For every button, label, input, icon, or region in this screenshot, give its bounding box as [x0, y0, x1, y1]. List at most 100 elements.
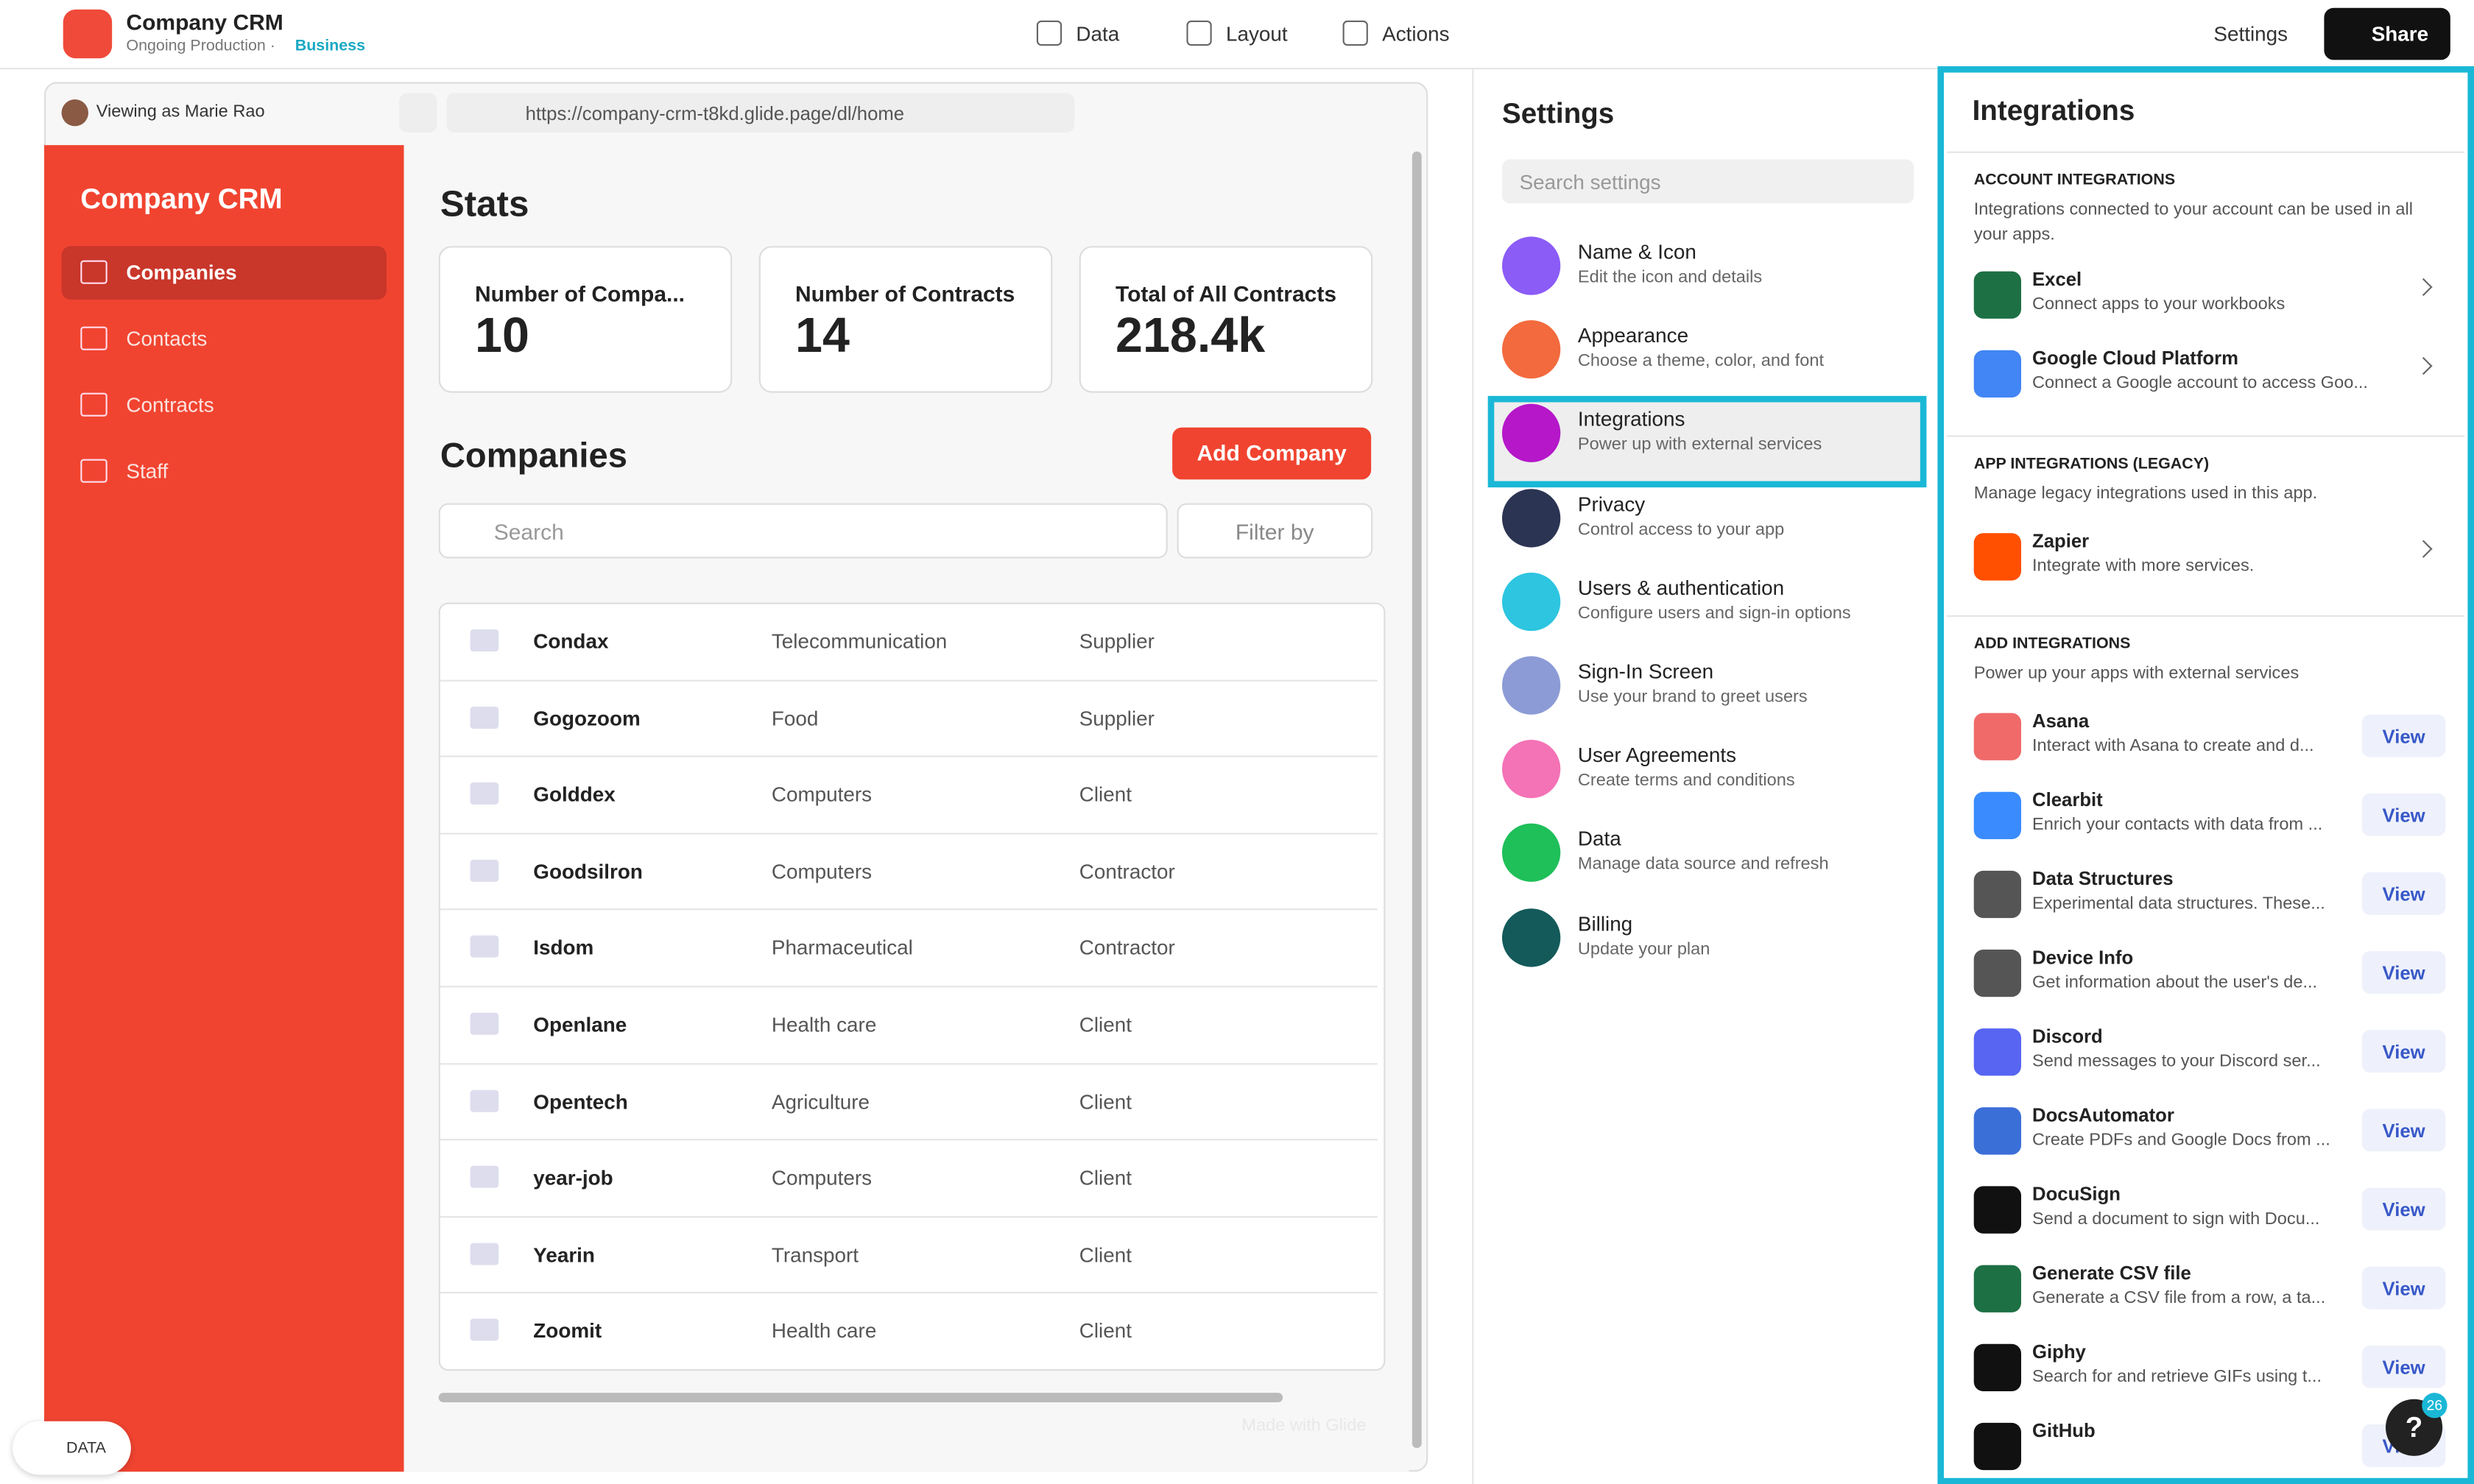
sidebar-icon	[80, 326, 108, 350]
nav-item[interactable]: Data	[1076, 22, 1120, 46]
company-logo	[470, 629, 499, 651]
integration-name[interactable]: Excel	[2032, 268, 2082, 291]
settings-item-desc: Use your brand to greet users	[1577, 688, 1808, 707]
add-company-button[interactable]: Add Company	[1172, 427, 1372, 480]
company-name[interactable]: Openlane	[533, 1012, 627, 1036]
row-divider	[440, 986, 1378, 988]
integration-desc: Search for and retrieve GIFs using t...	[2032, 1367, 2322, 1387]
company-logo	[470, 1012, 499, 1035]
top-bar	[0, 0, 2474, 70]
sidebar-item[interactable]: Contacts	[126, 326, 208, 350]
nav-icon	[1342, 20, 1368, 46]
company-name[interactable]: Gogozoom	[533, 706, 641, 730]
company-name[interactable]: Condax	[533, 629, 609, 654]
view-button[interactable]: View	[2361, 714, 2446, 757]
sidebar-item[interactable]: Companies	[126, 260, 237, 284]
settings-title: Settings	[1501, 97, 1615, 130]
company-name[interactable]: Yearin	[533, 1243, 595, 1267]
company-logo	[470, 1319, 499, 1342]
view-button[interactable]: View	[2361, 793, 2446, 836]
section-divider	[1947, 615, 2465, 617]
integration-name[interactable]: Clearbit	[2032, 788, 2103, 811]
integration-name[interactable]: GitHub	[2032, 1419, 2096, 1442]
integration-icon	[1973, 350, 2021, 398]
company-type: Client	[1079, 1089, 1132, 1113]
company-industry: Transport	[771, 1243, 859, 1267]
settings-item-title[interactable]: Sign-In Screen	[1577, 659, 1714, 683]
row-divider	[440, 1215, 1378, 1218]
company-name[interactable]: Golddex	[533, 782, 616, 807]
view-button[interactable]: View	[2361, 1266, 2446, 1310]
settings-button[interactable]: Settings	[2213, 22, 2288, 46]
integration-desc: Experimental data structures. These...	[2032, 894, 2325, 914]
company-industry: Computers	[771, 1165, 873, 1190]
settings-item-title[interactable]: Users & authentication	[1577, 575, 1785, 599]
company-name[interactable]: Opentech	[533, 1089, 628, 1113]
settings-item-title[interactable]: Name & Icon	[1577, 239, 1696, 264]
integration-name[interactable]: Discord	[2032, 1025, 2103, 1047]
settings-item-title[interactable]: Privacy	[1577, 491, 1646, 515]
integration-desc: Connect a Google account to access Goo..…	[2032, 373, 2368, 393]
integration-icon	[1973, 950, 2021, 997]
share-button[interactable]: Share	[2324, 7, 2450, 60]
view-button[interactable]: View	[2361, 1345, 2446, 1388]
integration-name[interactable]: Data Structures	[2032, 867, 2174, 890]
integration-name[interactable]: Generate CSV file	[2032, 1262, 2191, 1285]
company-logo	[470, 706, 499, 729]
section-heading: ACCOUNT INTEGRATIONS	[1973, 172, 2176, 190]
settings-search[interactable]: Search settings	[1501, 159, 1914, 204]
section-desc: Power up your apps with external service…	[1973, 664, 2299, 683]
view-button[interactable]: View	[2361, 872, 2446, 915]
company-name[interactable]: Zoomit	[533, 1319, 602, 1343]
nav-item[interactable]: Actions	[1382, 22, 1450, 46]
filter-button[interactable]: Filter by	[1177, 503, 1373, 559]
row-divider	[440, 909, 1378, 911]
integration-icon	[1973, 791, 2021, 839]
environment: Ongoing Production ·	[126, 38, 275, 55]
view-button[interactable]: View	[2361, 951, 2446, 994]
stat-value: 10	[475, 307, 529, 363]
nav-item[interactable]: Layout	[1226, 22, 1288, 46]
stat-label: Number of Contracts	[795, 280, 1015, 306]
integration-name[interactable]: Device Info	[2032, 946, 2134, 969]
data-badge[interactable]: DATA	[13, 1421, 131, 1475]
integration-icon	[1973, 713, 2021, 760]
viewing-as[interactable]: Viewing as Marie Rao	[96, 102, 265, 121]
integration-desc: Integrate with more services.	[2032, 556, 2255, 576]
integration-name[interactable]: Giphy	[2032, 1340, 2086, 1363]
integration-desc: Send messages to your Discord ser...	[2032, 1052, 2321, 1071]
section-heading: APP INTEGRATIONS (LEGACY)	[1973, 456, 2210, 473]
company-name[interactable]: Goodsilron	[533, 859, 643, 883]
integration-name[interactable]: DocsAutomator	[2032, 1104, 2174, 1126]
view-button[interactable]: View	[2361, 1109, 2446, 1152]
help-badge: 26	[2422, 1393, 2447, 1418]
company-industry: Food	[771, 706, 819, 730]
integration-name[interactable]: Asana	[2032, 710, 2090, 732]
url: https://company-crm-t8kd.glide.page/dl/h…	[525, 102, 905, 125]
settings-item-title[interactable]: User Agreements	[1577, 743, 1737, 767]
settings-item-title[interactable]: Billing	[1577, 911, 1633, 935]
view-button[interactable]: View	[2361, 1187, 2446, 1231]
company-type: Client	[1079, 1319, 1132, 1343]
stat-label: Total of All Contracts	[1116, 280, 1336, 306]
company-name[interactable]: Isdom	[533, 936, 594, 960]
company-type: Contractor	[1079, 859, 1175, 883]
integration-name[interactable]: Google Cloud Platform	[2032, 347, 2239, 370]
settings-icon	[1501, 656, 1561, 715]
row-divider	[440, 755, 1378, 757]
avatar	[61, 99, 88, 127]
settings-item-title[interactable]: Appearance	[1577, 323, 1689, 347]
search-input[interactable]: Search	[438, 503, 1168, 559]
integration-name[interactable]: Zapier	[2032, 530, 2090, 552]
company-name[interactable]: year-job	[533, 1165, 613, 1190]
settings-item-title[interactable]: Integrations	[1577, 407, 1685, 431]
integration-name[interactable]: DocuSign	[2032, 1183, 2121, 1206]
company-type: Contractor	[1079, 936, 1175, 960]
stats-title: Stats	[440, 183, 529, 225]
sidebar-item[interactable]: Staff	[126, 459, 169, 483]
sidebar-item[interactable]: Contracts	[126, 392, 214, 417]
v-scrollbar	[1412, 151, 1422, 1449]
company-industry: Health care	[771, 1319, 877, 1343]
settings-item-title[interactable]: Data	[1577, 827, 1621, 851]
view-button[interactable]: View	[2361, 1030, 2446, 1073]
